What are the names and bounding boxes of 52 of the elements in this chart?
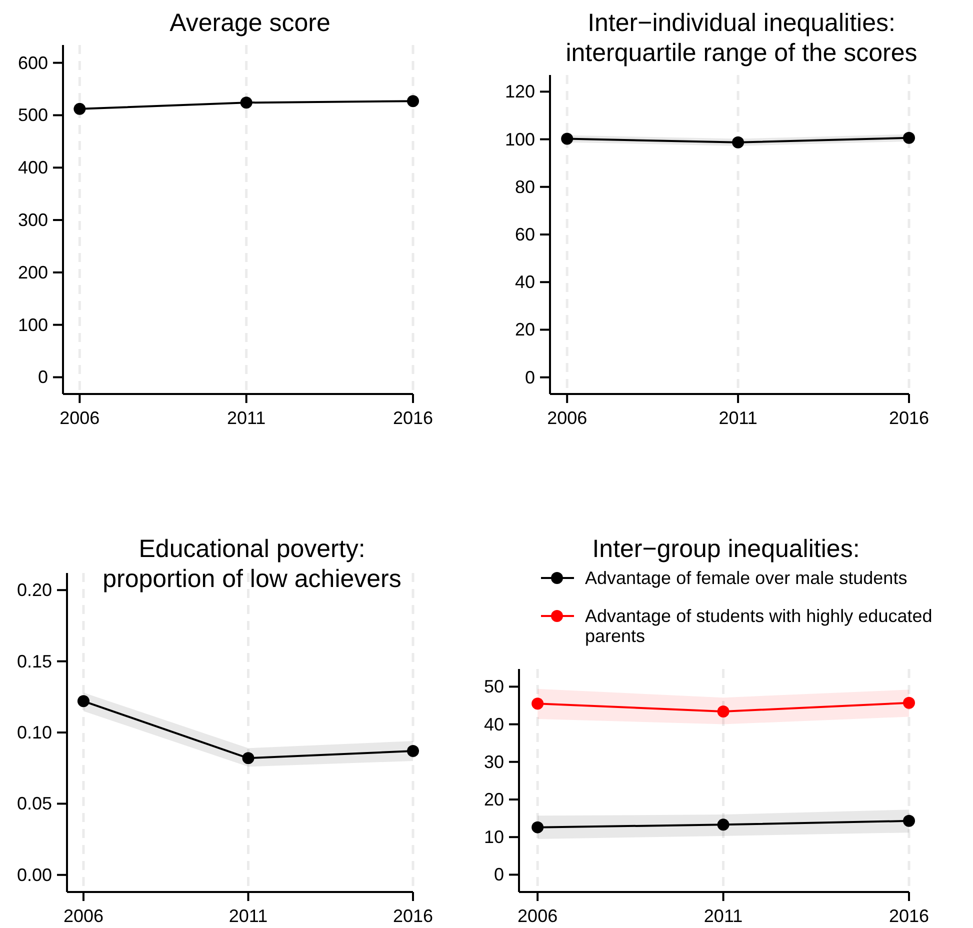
x-tick-label: 2016 xyxy=(888,906,930,926)
point xyxy=(407,745,419,758)
x-tick-label: 2011 xyxy=(704,906,743,926)
x-tick-label: 2011 xyxy=(718,408,758,428)
x-tick-label: 2006 xyxy=(518,906,558,926)
y-tick-label: 0.10 xyxy=(16,722,52,742)
y-tick-label: 100 xyxy=(504,129,535,150)
y-tick-label: 30 xyxy=(484,752,504,772)
y-tick-label: 400 xyxy=(18,158,48,178)
y-tick-label: 20 xyxy=(484,789,504,810)
y-tick-label: 40 xyxy=(514,272,535,292)
legend-label: Advantage of students with highly educated parents xyxy=(585,606,932,646)
y-tick-label: 300 xyxy=(18,210,48,230)
y-tick-label: 0 xyxy=(38,367,48,388)
point xyxy=(717,705,730,718)
x-tick-label: 2016 xyxy=(392,906,434,926)
y-tick-label: 50 xyxy=(484,676,504,697)
x-tick-label: 2016 xyxy=(392,408,434,428)
point xyxy=(242,752,254,764)
x-tick-label: 2016 xyxy=(888,408,930,428)
y-tick-label: 0.15 xyxy=(16,651,52,672)
x-tick-label: 2006 xyxy=(63,906,104,926)
chart-title: Educational poverty: proportion of low achievers xyxy=(102,535,402,593)
x-tick-label: 2006 xyxy=(60,408,100,428)
y-tick-label: 120 xyxy=(504,82,535,102)
chart-title: Inter−individual inequalities: interquartile range of the scores xyxy=(566,9,918,67)
y-tick-label: 0.00 xyxy=(16,864,52,885)
point xyxy=(903,696,915,709)
chart-title: Average score xyxy=(170,9,330,37)
y-tick-label: 100 xyxy=(18,314,48,335)
y-tick-label: 60 xyxy=(514,224,535,244)
point xyxy=(532,821,544,834)
point xyxy=(77,695,90,708)
y-tick-label: 40 xyxy=(484,714,504,734)
point xyxy=(532,698,544,710)
y-tick-label: 600 xyxy=(18,52,48,73)
y-tick-label: 20 xyxy=(514,320,535,340)
y-tick-label: 0.05 xyxy=(16,794,52,814)
x-tick-label: 2006 xyxy=(547,408,588,428)
y-tick-label: 200 xyxy=(18,262,48,282)
x-tick-label: 2011 xyxy=(228,906,268,926)
x-tick-label: 2011 xyxy=(226,408,266,428)
y-tick-label: 0 xyxy=(494,864,504,885)
point xyxy=(717,818,730,831)
y-tick-label: 80 xyxy=(514,176,535,197)
point xyxy=(903,814,915,827)
chart-title: Inter−group inequalities: xyxy=(592,535,860,563)
legend-label: Advantage of female over male students xyxy=(585,568,908,588)
y-tick-label: 0.20 xyxy=(16,580,52,600)
y-tick-label: 0 xyxy=(524,367,535,388)
y-tick-label: 500 xyxy=(18,105,48,126)
y-tick-label: 10 xyxy=(484,827,504,848)
